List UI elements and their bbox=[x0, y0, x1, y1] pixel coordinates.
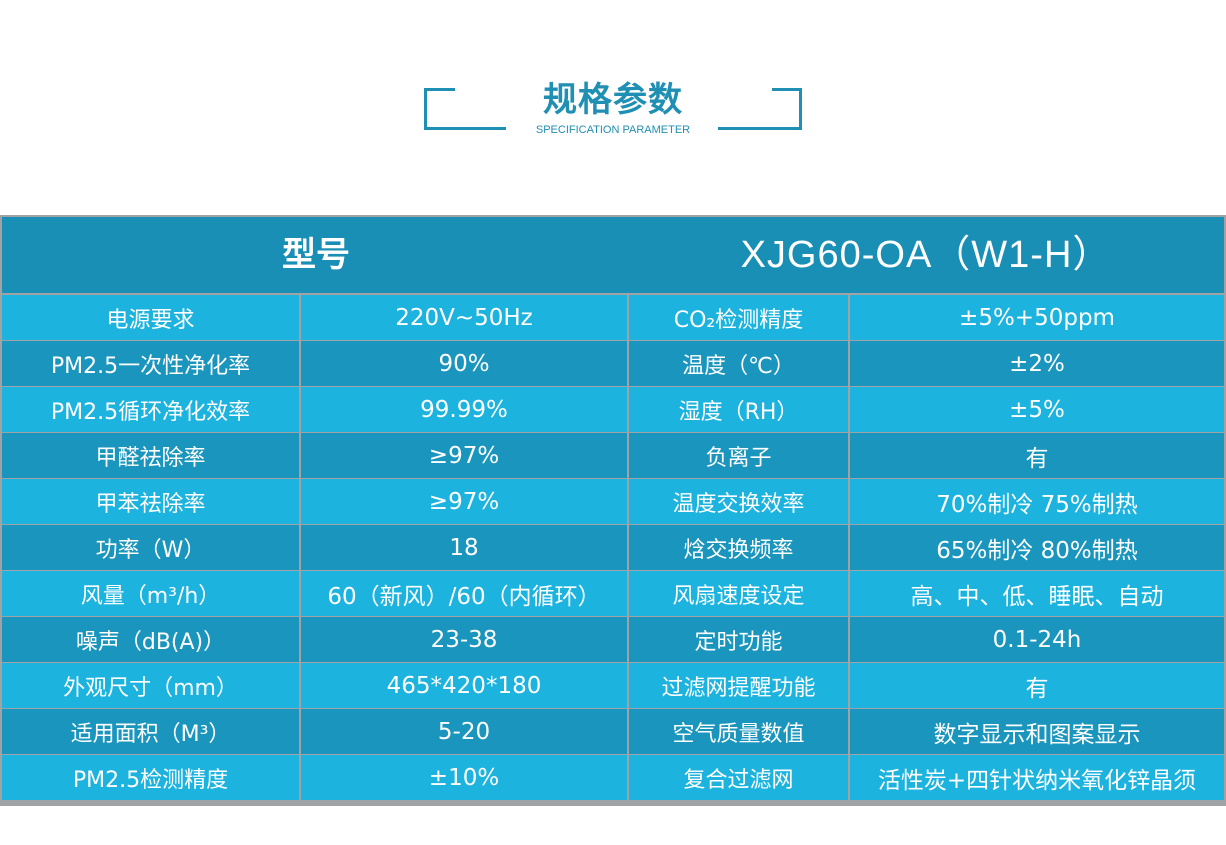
param-value: 465*420*180 bbox=[300, 662, 629, 709]
table-row: 甲醛祛除率 ≥97% 负离子有 bbox=[2, 432, 1224, 479]
param-value: 65%制冷 80%制热 bbox=[849, 524, 1224, 571]
table-row: 外观尺寸（mm） 465*420*180 过滤网提醒功能有 bbox=[2, 662, 1224, 709]
param-label: 负离子 bbox=[628, 432, 850, 479]
param-label: 空气质量数值 bbox=[628, 708, 850, 755]
model-value: XJG60-OA（W1-H） bbox=[740, 234, 1112, 276]
table-row: PM2.5检测精度 ±10% 复合过滤网 活性炭+四针状纳米氧化锌晶须 bbox=[2, 754, 1224, 800]
param-label: 甲苯祛除率 bbox=[2, 478, 301, 525]
param-value: 有 bbox=[849, 432, 1224, 479]
param-value: 有 bbox=[849, 662, 1224, 709]
param-label: 功率（W） bbox=[2, 524, 301, 571]
model-row: 型号 XJG60-OA（W1-H） bbox=[2, 217, 1224, 293]
table-row: 电源要求 220V~50Hz CO₂检测精度 ±5%+50ppm bbox=[2, 294, 1224, 341]
model-label: 型号 bbox=[282, 235, 350, 275]
param-label: 定时功能 bbox=[628, 616, 850, 663]
param-label: 风量（m³/h） bbox=[2, 570, 301, 617]
param-value: 18 bbox=[300, 524, 629, 571]
param-value: 5-20 bbox=[300, 708, 629, 755]
param-label: 适用面积（M³） bbox=[2, 708, 301, 755]
param-value: 高、中、低、睡眠、自动 bbox=[849, 570, 1224, 617]
table-row: 功率（W） 18 焓交换频率 65%制冷 80%制热 bbox=[2, 524, 1224, 571]
param-label: 复合过滤网 bbox=[628, 754, 850, 800]
param-value: ±5% bbox=[849, 386, 1224, 433]
param-label: PM2.5一次性净化率 bbox=[2, 340, 301, 387]
param-value: 99.99% bbox=[300, 386, 629, 433]
spec-grid: 电源要求 220V~50Hz CO₂检测精度 ±5%+50ppm PM2.5一次性净化率… bbox=[2, 294, 1224, 800]
section-subtitle: SPECIFICATION PARAMETER bbox=[535, 124, 691, 136]
param-label: 甲醛祛除率 bbox=[2, 432, 301, 479]
section-title: 规格参数 bbox=[543, 80, 683, 120]
param-value: 活性炭+四针状纳米氧化锌晶须 bbox=[849, 754, 1224, 800]
param-value: 0.1-24h bbox=[849, 616, 1224, 663]
param-value: 90% bbox=[300, 340, 629, 387]
param-label: PM2.5循环净化效率 bbox=[2, 386, 301, 433]
table-row: PM2.5一次性净化率 90% 温度（℃） ±2% bbox=[2, 340, 1224, 387]
table-row: PM2.5循环净化效率 99.99% 湿度（RH） ±5% bbox=[2, 386, 1224, 433]
param-value: 23-38 bbox=[300, 616, 629, 663]
param-label: 温度（℃） bbox=[628, 340, 850, 387]
param-value: ≥97% bbox=[300, 432, 629, 479]
param-label: 电源要求 bbox=[2, 294, 301, 341]
param-label: 风扇速度设定 bbox=[628, 570, 850, 617]
param-value: ±10% bbox=[300, 754, 629, 800]
param-label: 温度交换效率 bbox=[628, 478, 850, 525]
section-header: 规格参数 SPECIFICATION PARAMETER bbox=[0, 0, 1226, 200]
param-value: 70%制冷 75%制热 bbox=[849, 478, 1224, 525]
param-value: 数字显示和图案显示 bbox=[849, 708, 1224, 755]
table-row: 甲苯祛除率 ≥97% 温度交换效率 70%制冷 75%制热 bbox=[2, 478, 1224, 525]
param-value: ±5%+50ppm bbox=[849, 294, 1224, 341]
param-label: 焓交换频率 bbox=[628, 524, 850, 571]
table-row: 适用面积（M³） 5-20 空气质量数值 数字显示和图案显示 bbox=[2, 708, 1224, 755]
param-value: ≥97% bbox=[300, 478, 629, 525]
param-label: PM2.5检测精度 bbox=[2, 754, 301, 800]
table-row: 风量（m³/h） 60（新风）/60（内循环） 风扇速度设定 高、中、低、睡眠、自动 bbox=[2, 570, 1224, 617]
table-row: 噪声（dB(A)） 23-38 定时功能 0.1-24h bbox=[2, 616, 1224, 663]
param-label: 过滤网提醒功能 bbox=[628, 662, 850, 709]
param-label: CO₂检测精度 bbox=[628, 294, 850, 341]
param-value: ±2% bbox=[849, 340, 1224, 387]
spec-table: 型号 XJG60-OA（W1-H） 电源要求 220V~50Hz CO₂检测精度 ±5… bbox=[0, 215, 1226, 806]
param-label: 湿度（RH） bbox=[628, 386, 850, 433]
param-label: 外观尺寸（mm） bbox=[2, 662, 301, 709]
param-label: 噪声（dB(A)） bbox=[2, 616, 301, 663]
param-value: 60（新风）/60（内循环） bbox=[300, 570, 629, 617]
param-value: 220V~50Hz bbox=[300, 294, 629, 341]
